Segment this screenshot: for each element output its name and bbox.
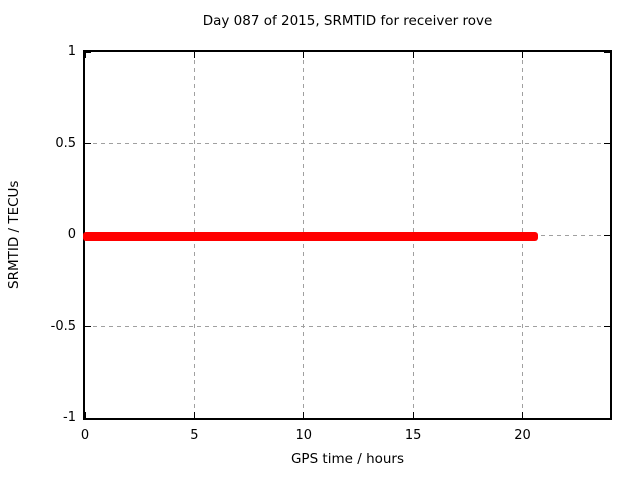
tick-x-top: [193, 52, 195, 58]
tick-y-left: [85, 417, 91, 419]
tick-x-top: [303, 52, 305, 58]
series-srmtid: [83, 231, 538, 241]
tick-y-left: [85, 326, 91, 327]
x-axis-label: GPS time / hours: [290, 451, 405, 467]
y-tick-label: 1: [67, 44, 76, 59]
tick-x-bottom: [303, 412, 305, 418]
plot-area: 0 5 10 15 20 1 0.5 0 -0.5 -1: [51, 44, 612, 443]
tick-y-right: [604, 234, 610, 236]
x-tick-label: 0: [80, 428, 90, 443]
tick-x-top: [84, 52, 86, 58]
x-tick-label: 20: [514, 428, 531, 443]
x-tick-label: 15: [404, 428, 422, 443]
tick-y-right: [604, 51, 610, 53]
tick-x-top: [522, 52, 523, 58]
y-tick-label: 0: [67, 227, 76, 242]
x-tick-label: 10: [295, 428, 313, 443]
tick-x-bottom: [84, 412, 86, 418]
tick-x-bottom: [412, 412, 414, 418]
tick-x-bottom: [522, 412, 523, 418]
tick-y-right: [604, 143, 610, 144]
tick-y-right: [604, 417, 610, 419]
gridline-y-0.5: [85, 143, 610, 144]
tick-x-bottom: [193, 412, 195, 418]
tick-y-right: [604, 326, 610, 327]
y-tick-label: 0.5: [55, 135, 76, 151]
x-tick-label: 5: [190, 428, 199, 443]
tick-y-left: [85, 143, 91, 144]
tick-y-left: [85, 51, 91, 53]
gridline-y--0.5: [85, 326, 610, 327]
tick-x-top: [412, 52, 414, 58]
y-tick-label: -1: [63, 410, 76, 425]
chart-title: Day 087 of 2015, SRMTID for receiver rov…: [202, 13, 493, 29]
y-tick-label: -0.5: [50, 318, 76, 334]
